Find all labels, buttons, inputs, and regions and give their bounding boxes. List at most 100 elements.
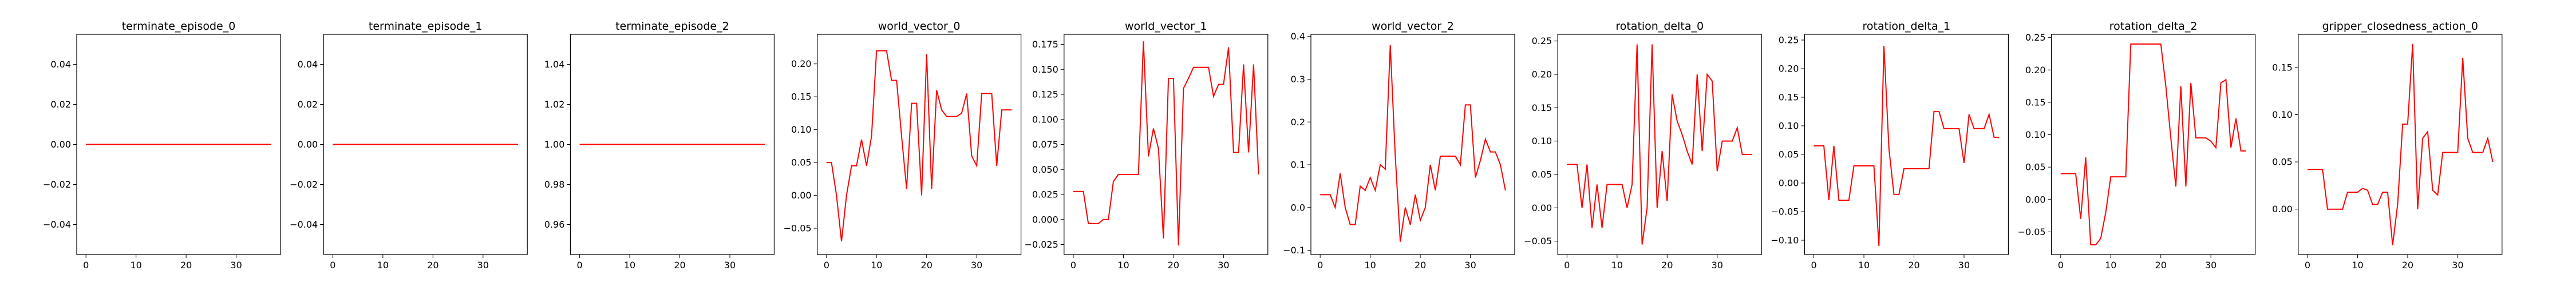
x-tick-label: 0	[2305, 260, 2310, 271]
y-tick-label: 0.20	[1532, 69, 1552, 80]
series-line	[1073, 41, 1259, 246]
y-tick-label: 0.175	[1032, 39, 1058, 50]
y-tick-label: −0.05	[784, 223, 812, 234]
x-tick-label: 0	[1564, 260, 1570, 271]
subplot-panel: 0 10 20 30 0.96 0.98 1.00 1.02 1.04 terminate_epi…	[544, 20, 775, 271]
y-tick-label: 0.00	[791, 190, 812, 201]
y-tick-label: 0.20	[791, 58, 812, 69]
x-tick-label: 0	[576, 260, 582, 271]
y-tick-label: 0.00	[50, 139, 71, 150]
series-line	[826, 50, 1012, 242]
y-tick-label: 0.05	[1779, 149, 1799, 160]
y-tick-label: 0.10	[2025, 129, 2046, 140]
y-tick-label: 0.00	[2272, 204, 2293, 214]
subplot-title: terminate_episode_0	[122, 20, 236, 33]
y-tick-label: 0.10	[1532, 136, 1552, 146]
axes-frame	[816, 34, 1022, 255]
y-tick-label: 0.075	[1032, 139, 1058, 150]
x-tick-label: 10	[1117, 260, 1129, 271]
series-line	[1567, 44, 1753, 245]
x-tick-label: 30	[477, 260, 489, 271]
x-tick-label: 30	[1464, 260, 1476, 271]
y-tick-label: 0.15	[2272, 62, 2293, 73]
y-tick-label: 0.00	[1779, 178, 1799, 189]
y-tick-label: 0.15	[791, 92, 812, 102]
y-tick-label: 0.20	[2025, 65, 2046, 76]
y-tick-label: −0.10	[1771, 235, 1799, 246]
y-tick-label: 0.10	[791, 124, 812, 135]
y-tick-label: 0.100	[1032, 114, 1058, 125]
subplot-panel: 0 10 20 30 −0.05 0.00 0.05 0.10 0.15 0.20 world_ve…	[784, 20, 1022, 271]
x-tick-label: 10	[130, 260, 141, 271]
y-tick-label: −0.05	[1771, 206, 1799, 217]
subplot-title: world_vector_2	[1372, 20, 1454, 33]
subplot-title: terminate_episode_1	[369, 20, 483, 33]
x-tick-label: 0	[83, 260, 89, 271]
x-tick-label: 10	[1364, 260, 1376, 271]
y-tick-label: 0.05	[791, 157, 812, 168]
x-tick-label: 20	[2155, 260, 2167, 271]
axes-frame	[1557, 34, 1762, 255]
y-tick-label: 0.0	[1291, 202, 1305, 213]
subplot-title: terminate_episode_2	[615, 20, 729, 33]
y-tick-label: 0.04	[298, 59, 318, 70]
y-tick-label: 0.15	[1532, 102, 1552, 113]
x-tick-label: 20	[180, 260, 192, 271]
axes-frame	[1310, 34, 1515, 255]
y-tick-label: 0.25	[1532, 35, 1552, 46]
subplot-panel: 0 10 20 30 −0.025 0.000 0.025 0.050 0.075 0.100 0.…	[1025, 20, 1269, 271]
series-line	[2307, 43, 2494, 245]
subplot-title: rotation_delta_0	[1615, 20, 1704, 33]
y-tick-label: 0.4	[1291, 31, 1305, 42]
subplot-title: world_vector_0	[878, 20, 961, 33]
subplot-title: world_vector_1	[1125, 20, 1207, 33]
y-tick-label: 1.00	[544, 139, 565, 150]
subplot-title: rotation_delta_2	[2109, 20, 2198, 33]
y-tick-label: 0.05	[1532, 169, 1552, 180]
y-tick-label: 0.000	[1032, 214, 1058, 225]
x-tick-label: 10	[2105, 260, 2116, 271]
x-tick-label: 10	[871, 260, 882, 271]
x-tick-label: 30	[1712, 260, 1723, 271]
y-tick-label: 0.98	[544, 179, 565, 190]
x-tick-label: 0	[1070, 260, 1076, 271]
series-line	[1320, 45, 1506, 242]
x-tick-label: 20	[2402, 260, 2413, 271]
x-tick-label: 20	[921, 260, 933, 271]
series-line	[2060, 43, 2246, 246]
x-tick-label: 30	[2452, 260, 2463, 271]
subplot-panel: 0 10 20 30 −0.05 0.00 0.05 0.10 0.15 0.20 0.25 rota…	[2018, 20, 2256, 271]
y-tick-label: 0.3	[1291, 74, 1305, 85]
subplot-panel: 0 10 20 30 −0.04 −0.02 0.00 0.02 0.04 terminate_e…	[290, 20, 528, 271]
y-tick-label: 0.02	[298, 99, 318, 110]
y-tick-label: −0.1	[1283, 245, 1305, 256]
subplot-title: gripper_closedness_action_0	[2322, 20, 2478, 33]
y-tick-label: −0.04	[290, 219, 318, 230]
x-tick-label: 0	[1317, 260, 1323, 271]
y-tick-label: 0.05	[2025, 162, 2046, 173]
subplot-title: rotation_delta_1	[1863, 20, 1951, 33]
subplot-panel: 0 10 20 30 −0.1 0.0 0.1 0.2 0.3 0.4 world_vector_2	[1283, 20, 1515, 271]
y-tick-label: −0.05	[1524, 236, 1552, 247]
y-tick-label: 0.04	[50, 59, 71, 70]
subplot-panel: 0 10 20 30 −0.04 −0.02 0.00 0.02 0.04 terminate_e…	[43, 20, 281, 271]
y-tick-label: 1.04	[544, 59, 565, 70]
subplot-panel: 0 10 20 30 −0.10 −0.05 0.00 0.05 0.10 0.15 0.20 0.2…	[1771, 20, 2009, 271]
y-tick-label: 0.02	[50, 99, 71, 110]
y-tick-label: 0.125	[1032, 89, 1058, 100]
y-tick-label: 0.2	[1291, 117, 1305, 128]
subplot-panel: 0 10 20 30 −0.05 0.00 0.05 0.10 0.15 0.20 0.25 rota…	[1524, 20, 1762, 271]
x-tick-label: 30	[1958, 260, 1970, 271]
x-tick-label: 10	[377, 260, 389, 271]
y-tick-label: 1.02	[544, 99, 565, 110]
y-tick-label: 0.15	[2025, 97, 2046, 108]
x-tick-label: 10	[2352, 260, 2363, 271]
y-tick-label: −0.05	[2018, 227, 2046, 237]
axes-frame	[2298, 34, 2503, 255]
axes-frame	[1804, 34, 2009, 255]
x-tick-label: 20	[1415, 260, 1426, 271]
x-tick-label: 0	[1811, 260, 1816, 271]
x-tick-label: 0	[330, 260, 335, 271]
x-tick-label: 30	[971, 260, 982, 271]
y-tick-label: 0.25	[2025, 32, 2046, 43]
